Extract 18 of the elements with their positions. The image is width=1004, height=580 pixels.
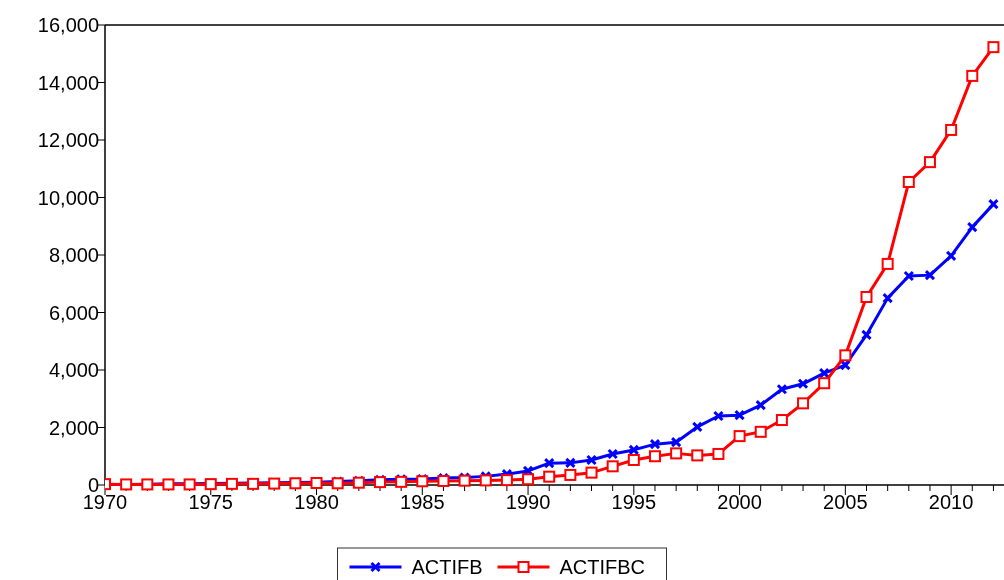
y-tick-label: 6,000	[48, 301, 99, 324]
y-tick-label: 4,000	[48, 359, 99, 381]
x-tick-label: 1985	[400, 491, 445, 513]
y-tick-label: 10,000	[37, 186, 99, 209]
x-tick-label: 2005	[823, 491, 868, 513]
x-tick-label: 1975	[188, 491, 234, 513]
y-tick-label: 14,000	[37, 71, 99, 94]
legend-label: ACTIFB	[411, 556, 483, 578]
y-tick-label: 2,000	[48, 416, 99, 439]
x-tick-label: 1990	[505, 491, 551, 513]
y-tick-label: 8,000	[48, 244, 99, 266]
y-tick-label: 16,000	[37, 14, 99, 36]
y-tick-label: 12,000	[37, 129, 99, 151]
x-tick-label: 1980	[294, 491, 339, 513]
x-tick-label: 1995	[611, 491, 657, 513]
x-tick-label: 2010	[928, 491, 974, 513]
legend-label: ACTIFBC	[559, 556, 646, 578]
x-tick-label: 2000	[717, 491, 762, 513]
